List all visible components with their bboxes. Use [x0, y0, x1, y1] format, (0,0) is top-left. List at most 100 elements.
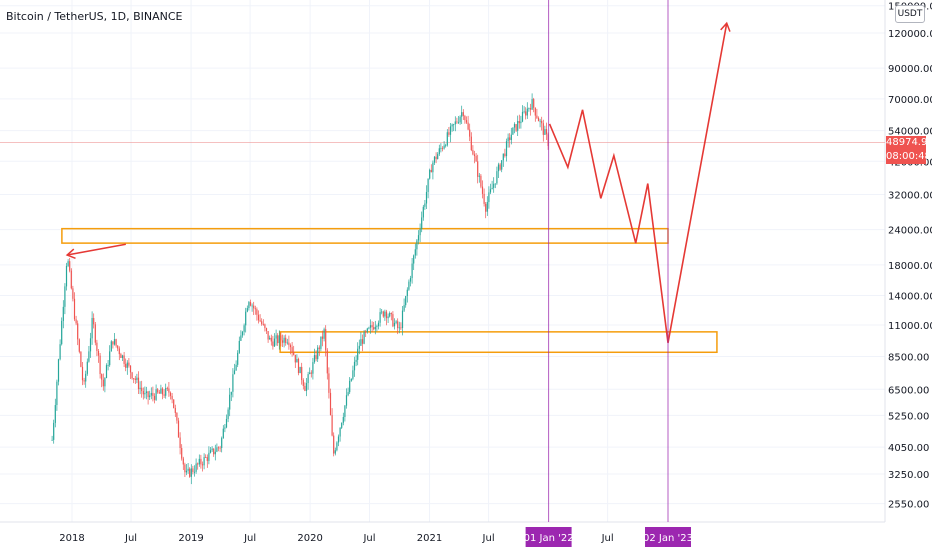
candle-body [537, 117, 540, 122]
candle-body [486, 202, 488, 212]
candle-body [485, 203, 487, 212]
candle-body [166, 387, 168, 389]
candle-body [209, 450, 212, 453]
x-tick-label: Jul [362, 533, 375, 544]
candle-body [85, 373, 87, 382]
candle-body [326, 350, 328, 374]
candle-body [107, 365, 109, 366]
candle-body [433, 156, 436, 163]
candle-body [77, 323, 79, 340]
candle-body [131, 372, 133, 379]
candle-body [89, 338, 92, 352]
currency-button[interactable]: USDT [895, 5, 925, 23]
annotation-arrow [66, 243, 126, 256]
candle-body [144, 393, 146, 395]
candle-body [235, 364, 237, 371]
candle-body [499, 164, 501, 170]
candle-body [518, 120, 520, 124]
candle-body [419, 229, 421, 236]
candle-body [333, 435, 335, 454]
candle-body [179, 437, 181, 448]
candle-body [470, 136, 472, 151]
candle-body [496, 171, 498, 184]
candle-body [438, 148, 440, 155]
candle-body [264, 324, 266, 329]
candle-body [171, 395, 173, 400]
candle-body [465, 120, 468, 123]
y-tick-label: 11000.00 [888, 321, 932, 332]
candle-body [80, 351, 82, 367]
candle-body [417, 235, 420, 241]
candle-body [176, 412, 178, 421]
candle-body [328, 373, 330, 393]
candle-body [254, 308, 256, 310]
candle-body [213, 448, 215, 455]
candle-body [165, 387, 167, 396]
candle-body [526, 108, 528, 116]
candle-body [121, 355, 124, 358]
candle-body [497, 164, 500, 172]
candle-body [110, 341, 112, 352]
candle-body [382, 311, 384, 317]
candle-body [158, 392, 160, 394]
candle-body [315, 355, 317, 360]
candle-body [227, 409, 229, 419]
candle-body [384, 311, 386, 317]
candle-body [104, 378, 106, 387]
candle-body [493, 183, 495, 188]
candle-body [528, 108, 530, 109]
candle-body [425, 191, 428, 204]
candle-body [248, 302, 250, 309]
candle-body [139, 387, 141, 390]
candle-body [422, 206, 424, 218]
candle-body [494, 183, 496, 185]
candle-body [129, 365, 132, 373]
candle-body [363, 331, 365, 344]
candle-body [278, 335, 280, 344]
candle-body [481, 186, 484, 194]
candle-body [400, 327, 402, 329]
candle-body [545, 129, 548, 135]
y-tick-label: 5250.00 [888, 411, 929, 422]
candle-body [253, 305, 255, 309]
candle-body [456, 121, 458, 123]
candle-body [313, 355, 316, 363]
candle-body [525, 111, 527, 116]
candle-body [336, 442, 338, 451]
candle-body [145, 391, 148, 394]
candle-body [365, 331, 367, 333]
candle-body [59, 344, 61, 360]
candle-body [414, 249, 416, 256]
y-tick-label: 90000.00 [888, 64, 932, 75]
candle-body [83, 380, 85, 382]
candle-body [445, 145, 447, 147]
candle-body [123, 355, 125, 364]
candle-body [441, 147, 444, 149]
candle-body [529, 108, 532, 110]
candle-body [489, 189, 492, 193]
candle-body [169, 392, 172, 396]
candle-body [299, 366, 301, 374]
candle-body [385, 311, 388, 319]
candle-body [280, 335, 282, 341]
candle-body [285, 337, 287, 343]
candle-body [270, 337, 272, 342]
date-marker-tag [525, 527, 572, 547]
candle-body [449, 126, 452, 135]
candle-body [141, 387, 143, 392]
candle-body [352, 370, 354, 379]
candle-body [153, 395, 156, 400]
candle-body [539, 120, 541, 122]
candle-body [366, 328, 368, 333]
candle-body [225, 418, 228, 428]
candle-body [117, 345, 119, 349]
candle-body [513, 124, 516, 128]
candle-body [301, 366, 303, 381]
candle-body [152, 392, 154, 396]
candle-body [510, 134, 512, 141]
candle-body [216, 447, 218, 452]
candle-body [81, 366, 84, 381]
candle-body [361, 339, 364, 344]
candle-body [206, 457, 208, 461]
